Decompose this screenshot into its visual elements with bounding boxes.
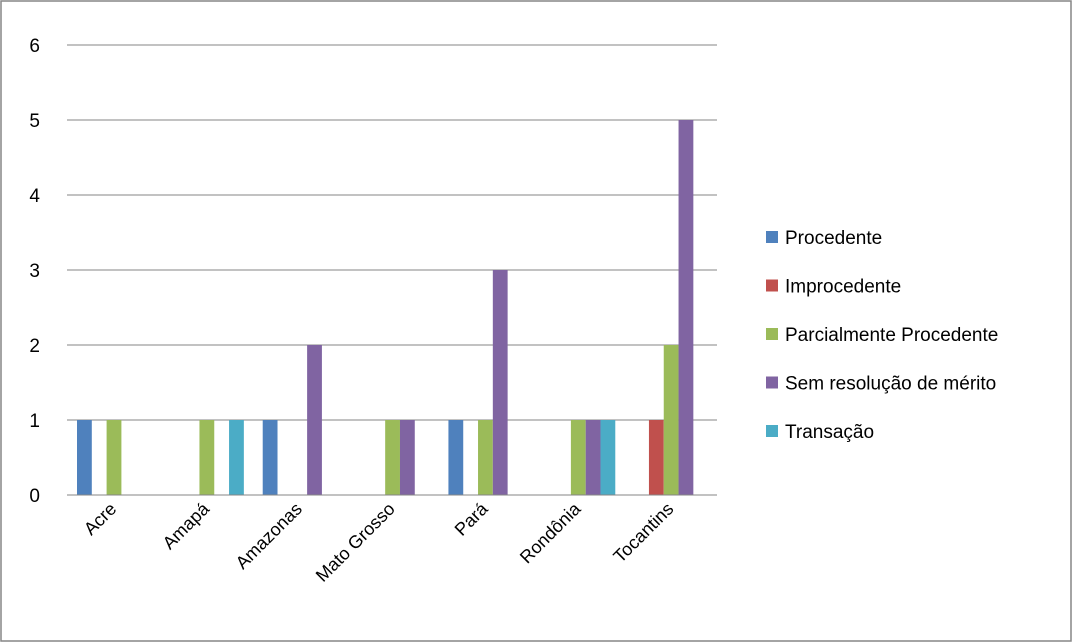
bar — [585, 420, 601, 495]
legend-label: Sem resolução de mérito — [785, 374, 996, 395]
bar — [229, 420, 244, 495]
y-tick-label: 4 — [29, 186, 40, 207]
legend-swatch — [766, 425, 778, 437]
bar — [307, 345, 322, 495]
bar — [648, 420, 664, 495]
bar — [478, 420, 493, 495]
legend-label: Transação — [785, 422, 874, 443]
y-tick-label: 0 — [29, 486, 40, 507]
legend-swatch — [766, 376, 778, 389]
bar — [663, 345, 679, 495]
y-tick-label: 5 — [29, 111, 40, 132]
legend: Procedente Improcedente Parcialmente Proce… — [766, 228, 998, 443]
legend-swatch — [766, 328, 778, 340]
bar — [448, 420, 464, 495]
legend-label: Parcialmente Procedente — [785, 325, 998, 346]
bar — [570, 420, 586, 495]
y-tick-label: 3 — [29, 261, 40, 282]
y-tick-label: 6 — [29, 36, 40, 57]
legend-label: Procedente — [785, 228, 882, 249]
bar — [262, 420, 278, 495]
legend-swatch — [766, 231, 778, 243]
bar — [385, 420, 400, 495]
bars — [77, 120, 694, 495]
bar — [199, 420, 215, 495]
bar — [399, 420, 415, 495]
bar — [492, 270, 508, 495]
bar — [77, 420, 92, 495]
y-tick-label: 1 — [29, 411, 40, 432]
legend-label: Improcedente — [785, 277, 901, 298]
legend-swatch — [766, 279, 778, 292]
bar — [106, 420, 122, 495]
bar — [600, 420, 616, 495]
bar — [678, 120, 694, 495]
y-tick-label: 2 — [29, 336, 40, 357]
y-axis-ticks: 0 1 2 3 4 5 6 — [29, 36, 40, 507]
